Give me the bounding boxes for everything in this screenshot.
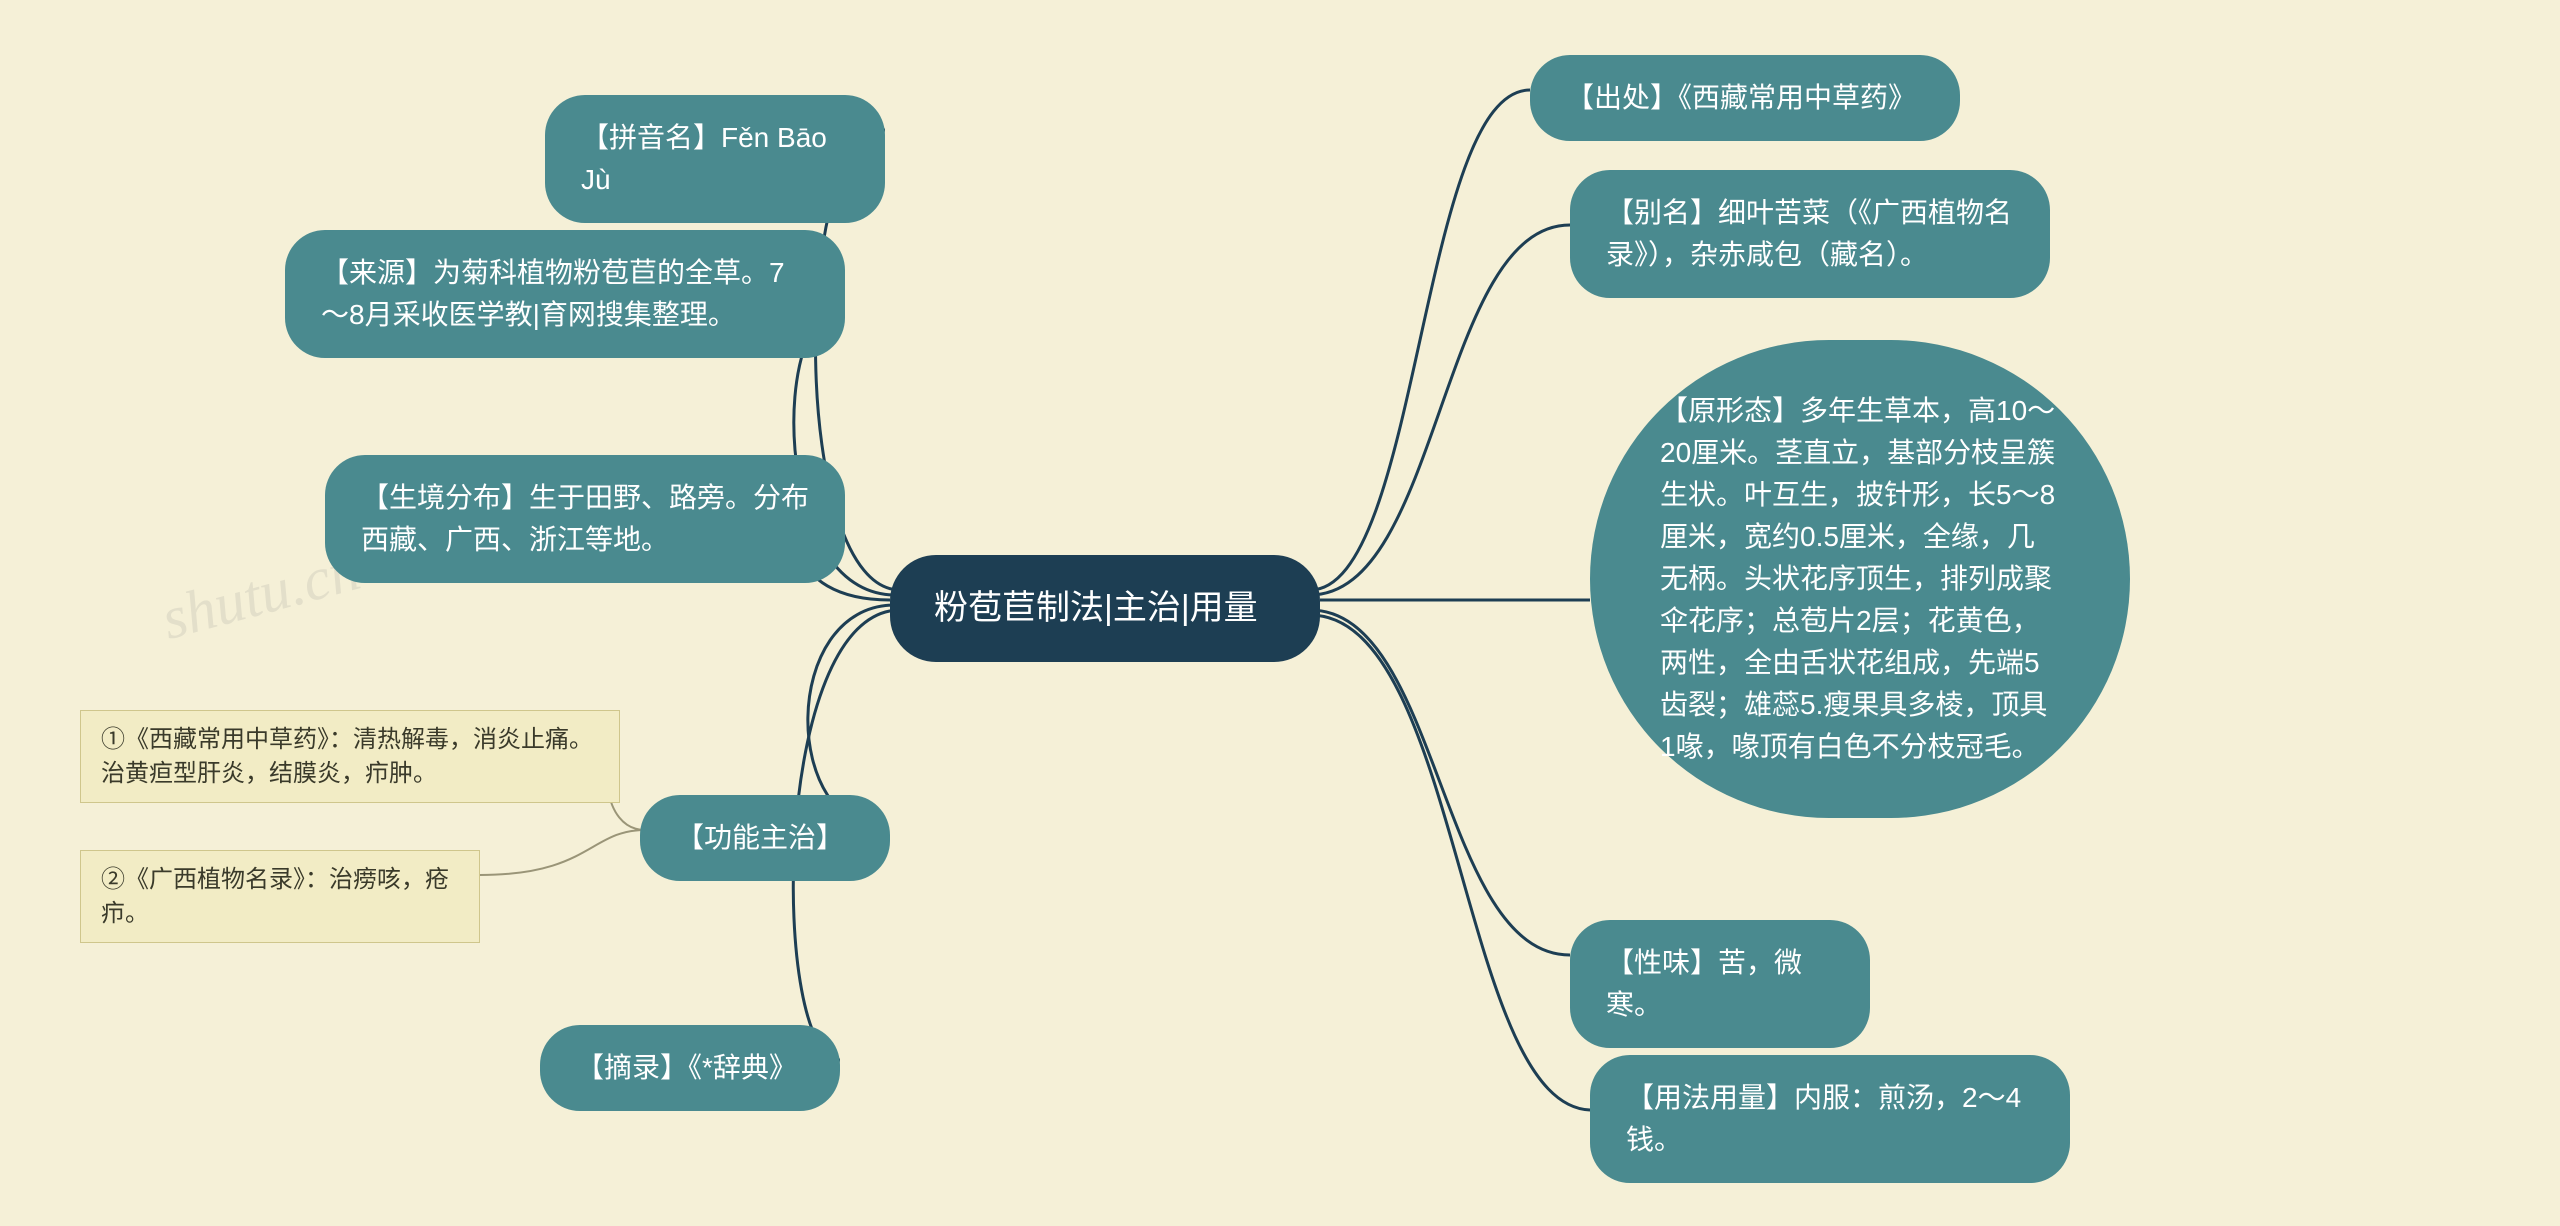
node-morph[interactable]: 【原形态】多年生草本，高10～20厘米。茎直立，基部分枝呈簇生状。叶互生，披针形…	[1590, 340, 2130, 818]
node-alias[interactable]: 【别名】细叶苦菜（《广西植物名录》），杂赤咸包（藏名）。	[1570, 170, 2050, 298]
node-origin[interactable]: 【来源】为菊科植物粉苞苣的全草。7～8月采收医学教|育网搜集整理。	[285, 230, 845, 358]
leaf-func1[interactable]: ①《西藏常用中草药》：清热解毒，消炎止痛。治黄疸型肝炎，结膜炎，疖肿。	[80, 710, 620, 803]
node-pinyin-label: 【拼音名】Fěn Bāo Jù	[581, 117, 849, 201]
leaf-func2[interactable]: ②《广西植物名录》：治痨咳，疮疖。	[80, 850, 480, 943]
node-excerpt[interactable]: 【摘录】《*辞典》	[540, 1025, 840, 1111]
node-function[interactable]: 【功能主治】	[640, 795, 890, 881]
node-source[interactable]: 【出处】《西藏常用中草药》	[1530, 55, 1960, 141]
node-function-label: 【功能主治】	[676, 817, 844, 859]
leaf-func1-label: ①《西藏常用中草药》：清热解毒，消炎止痛。治黄疸型肝炎，结膜炎，疖肿。	[101, 726, 593, 787]
center-label: 粉苞苣制法|主治|用量	[934, 583, 1258, 634]
node-taste-label: 【性味】苦，微寒。	[1606, 942, 1834, 1026]
node-taste[interactable]: 【性味】苦，微寒。	[1570, 920, 1870, 1048]
node-alias-label: 【别名】细叶苦菜（《广西植物名录》），杂赤咸包（藏名）。	[1606, 192, 2014, 276]
node-habitat-label: 【生境分布】生于田野、路旁。分布西藏、广西、浙江等地。	[361, 477, 809, 561]
node-morph-label: 【原形态】多年生草本，高10～20厘米。茎直立，基部分枝呈簇生状。叶互生，披针形…	[1660, 390, 2060, 768]
leaf-func2-label: ②《广西植物名录》：治痨咳，疮疖。	[101, 866, 449, 927]
node-source-label: 【出处】《西藏常用中草药》	[1566, 77, 1916, 119]
node-excerpt-label: 【摘录】《*辞典》	[576, 1047, 797, 1089]
node-pinyin[interactable]: 【拼音名】Fěn Bāo Jù	[545, 95, 885, 223]
node-usage-label: 【用法用量】内服：煎汤，2～4钱。	[1626, 1077, 2034, 1161]
node-origin-label: 【来源】为菊科植物粉苞苣的全草。7～8月采收医学教|育网搜集整理。	[321, 252, 809, 336]
node-usage[interactable]: 【用法用量】内服：煎汤，2～4钱。	[1590, 1055, 2070, 1183]
node-habitat[interactable]: 【生境分布】生于田野、路旁。分布西藏、广西、浙江等地。	[325, 455, 845, 583]
center-node[interactable]: 粉苞苣制法|主治|用量	[890, 555, 1320, 662]
